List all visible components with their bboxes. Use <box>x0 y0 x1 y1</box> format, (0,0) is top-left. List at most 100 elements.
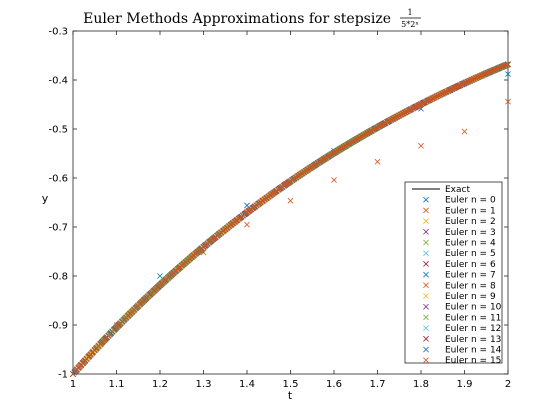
legend-marker-swatch <box>423 196 429 203</box>
y-axis-label: y <box>42 192 49 205</box>
euler-n15-point <box>500 63 507 69</box>
legend-marker-swatch <box>423 314 429 321</box>
y-tick-label: -0.7 <box>48 223 68 234</box>
legend-label: Euler n = 11 <box>445 313 501 323</box>
legend-label: Euler n = 2 <box>445 217 496 227</box>
legend-entry: Euler n = 9 <box>423 292 496 302</box>
legend-marker-swatch <box>423 271 429 278</box>
legend-label: Euler n = 12 <box>445 324 501 334</box>
legend-entry: Euler n = 1 <box>423 206 496 216</box>
euler-n15-point <box>473 75 479 81</box>
euler-n15-point <box>477 73 483 80</box>
euler-n15-point <box>461 80 468 87</box>
euler-n15-point <box>498 64 505 70</box>
euler-n1-point <box>287 197 294 204</box>
euler-n1-point <box>374 158 381 165</box>
euler-n15-point <box>490 67 497 74</box>
legend-marker-swatch <box>423 293 429 299</box>
x-tick-label: 1.2 <box>152 379 168 390</box>
euler-n15-point <box>467 77 473 84</box>
legend-entry: Euler n = 11 <box>423 313 501 323</box>
legend-label: Euler n = 14 <box>445 346 502 356</box>
euler-n1-point <box>244 221 250 228</box>
euler-n1-point <box>331 177 337 183</box>
euler-n15-point <box>480 71 487 78</box>
legend-entry: Exact <box>412 185 470 195</box>
legend-entry: Euler n = 12 <box>423 324 501 334</box>
legend-marker-swatch <box>423 357 429 364</box>
euler-n0-point <box>505 71 511 78</box>
legend-entry: Euler n = 8 <box>423 281 496 291</box>
legend-label: Euler n = 1 <box>445 206 496 216</box>
euler-n15-point <box>455 83 462 90</box>
y-tick-label: -1 <box>58 370 68 381</box>
euler-n1-point <box>505 98 511 105</box>
legend-label: Euler n = 8 <box>445 281 496 291</box>
euler-n15-point <box>459 81 466 88</box>
legend-entry: Euler n = 4 <box>423 239 496 249</box>
legend-label: Euler n = 15 <box>445 356 501 366</box>
euler-n15-point <box>463 79 469 86</box>
y-tick-label: -0.6 <box>48 174 68 185</box>
legend-marker-swatch <box>423 346 429 353</box>
legend-marker-swatch <box>423 282 429 289</box>
legend-entry: Euler n = 6 <box>423 260 496 270</box>
euler-n15-point <box>502 62 509 69</box>
legend-entry: Euler n = 13 <box>423 335 501 345</box>
legend-marker-swatch <box>423 218 429 224</box>
legend-marker-swatch <box>423 239 429 246</box>
legend-marker-swatch <box>423 335 429 342</box>
euler-n15-point <box>484 69 491 76</box>
euler-n15-point <box>494 65 501 72</box>
legend-label: Exact <box>445 185 470 195</box>
x-tick-label: 2 <box>505 379 511 390</box>
euler-n15-point <box>496 64 503 71</box>
x-tick-label: 1.6 <box>326 379 342 390</box>
y-tick-label: -0.9 <box>48 321 68 332</box>
chart-title: Euler Methods Approximations for stepsiz… <box>83 8 421 29</box>
legend-marker-swatch <box>423 207 429 214</box>
legend-marker-swatch <box>423 261 429 267</box>
y-tick-label: -0.4 <box>48 76 68 87</box>
euler-n15-point <box>451 85 458 91</box>
legend-entry: Euler n = 10 <box>423 303 502 313</box>
legend-label: Euler n = 3 <box>445 228 496 238</box>
euler-n15-point <box>465 78 471 85</box>
legend-entry: Euler n = 2 <box>423 217 496 227</box>
y-tick-label: -0.5 <box>48 125 68 136</box>
title-fraction-denominator: 5*2ⁿ <box>401 20 419 29</box>
legend-label: Euler n = 13 <box>445 335 501 345</box>
euler-markers <box>70 61 511 377</box>
y-tick-label: -0.8 <box>48 272 68 283</box>
legend-label: Euler n = 6 <box>445 260 496 270</box>
legend-label: Euler n = 10 <box>445 303 502 313</box>
euler-n15-point <box>479 72 485 79</box>
euler-n15-point <box>492 66 499 73</box>
euler-n15-point <box>469 76 475 83</box>
title-fraction-numerator: 1 <box>407 8 412 17</box>
euler-n15-point <box>475 74 481 81</box>
euler-n15-point <box>482 70 489 77</box>
legend-label: Euler n = 5 <box>445 249 496 259</box>
legend-entry: Euler n = 0 <box>423 196 496 206</box>
x-tick-label: 1 <box>70 379 76 390</box>
legend-label: Euler n = 9 <box>445 292 496 302</box>
x-tick-label: 1.3 <box>196 379 212 390</box>
legend-label: Euler n = 0 <box>445 196 496 206</box>
x-tick-label: 1.5 <box>283 379 299 390</box>
euler-n1-point <box>461 128 468 135</box>
legend-label: Euler n = 7 <box>445 271 496 281</box>
x-tick-label: 1.4 <box>239 379 255 390</box>
legend-marker-swatch <box>423 325 429 331</box>
legend-box <box>404 181 503 364</box>
y-axis-ticks: -0.3 -0.4 -0.5 -0.6 -0.7 -0.8 -0.9 -1 <box>48 27 508 381</box>
euler-n15-point <box>488 68 495 74</box>
x-tick-label: 1.8 <box>413 379 429 390</box>
legend-marker-swatch <box>423 250 429 257</box>
x-axis-label: t <box>288 389 293 402</box>
x-tick-label: 1.9 <box>457 379 473 390</box>
x-tick-label: 1.7 <box>370 379 386 390</box>
legend-entry: Euler n = 3 <box>423 228 496 238</box>
